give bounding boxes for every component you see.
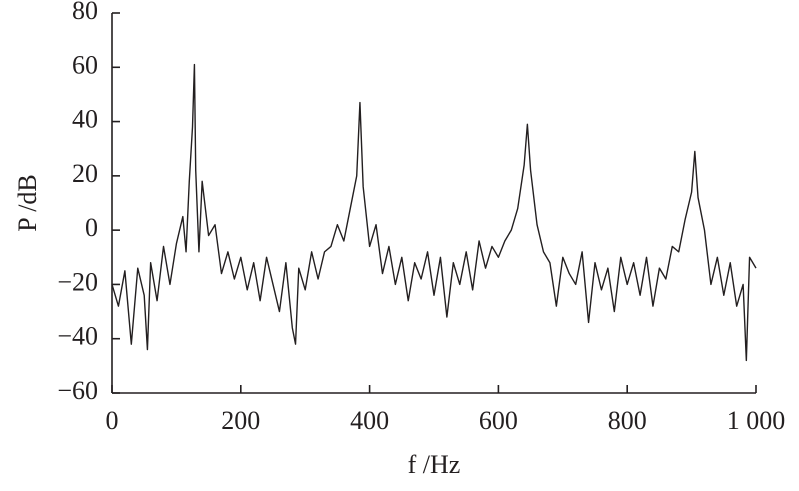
x-tick-label: 600 bbox=[479, 406, 518, 435]
x-tick-label: 200 bbox=[221, 406, 260, 435]
x-axis-label: f /Hz bbox=[408, 450, 461, 479]
y-tick-label: 80 bbox=[72, 0, 98, 25]
y-tick-label: 60 bbox=[72, 50, 98, 79]
y-tick-label: −40 bbox=[57, 322, 98, 351]
x-tick-label: 400 bbox=[350, 406, 389, 435]
y-tick-label: −60 bbox=[57, 376, 98, 405]
y-axis-label: P /dB bbox=[13, 174, 42, 232]
y-tick-label: 40 bbox=[72, 105, 98, 134]
y-tick-label: 20 bbox=[72, 159, 98, 188]
x-tick-label: 800 bbox=[608, 406, 647, 435]
x-tick-label: 1 000 bbox=[727, 406, 786, 435]
spectrum-line bbox=[111, 63, 757, 362]
y-tick-label: 0 bbox=[85, 213, 98, 242]
x-tick-label: 0 bbox=[106, 406, 119, 435]
y-tick-label: −20 bbox=[57, 267, 98, 296]
